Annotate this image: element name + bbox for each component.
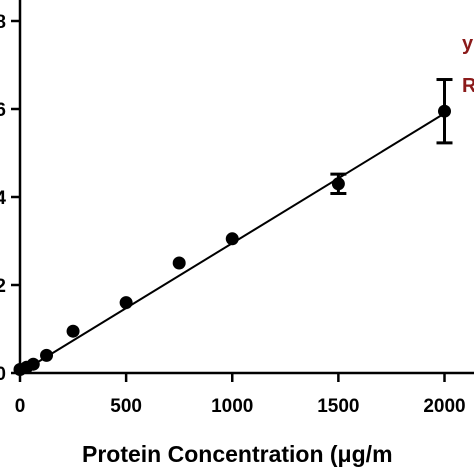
data-point-3 — [40, 348, 54, 362]
x-tick-label-1500: 1500 — [317, 396, 359, 417]
y-tick-label-2: 2 — [0, 276, 6, 297]
data-point-8 — [331, 177, 345, 191]
x-tick-label-500: 500 — [110, 396, 142, 417]
x-tick-label-1000: 1000 — [211, 396, 253, 417]
data-point-2 — [26, 357, 40, 371]
legend-entry-0: y — [462, 33, 474, 55]
legend-entry-1: R — [462, 75, 474, 97]
y-tick-label-0: 0 — [0, 364, 6, 385]
y-tick-label-6: 6 — [0, 100, 6, 121]
x-axis: 0 500 1000 1500 2000 — [15, 371, 474, 417]
x-axis-title: Protein Concentration (μg/m — [82, 441, 393, 467]
data-points-layer — [13, 78, 453, 376]
y-axis: 0 2 4 6 8 — [0, 0, 22, 385]
data-point-7 — [225, 232, 239, 246]
x-tick-label-2000: 2000 — [423, 396, 465, 417]
x-tick-label-0: 0 — [15, 396, 26, 417]
data-point-6 — [172, 256, 186, 270]
data-point-9 — [438, 104, 451, 118]
legend: yR — [462, 33, 474, 97]
y-tick-label-4: 4 — [0, 188, 6, 209]
data-point-4 — [66, 324, 80, 338]
data-point-5 — [119, 296, 133, 310]
y-tick-label-8: 8 — [0, 12, 6, 33]
